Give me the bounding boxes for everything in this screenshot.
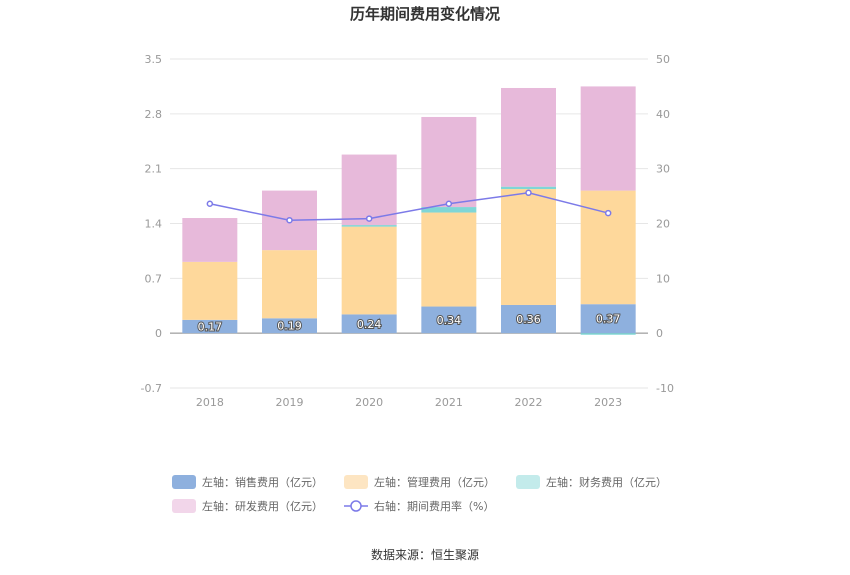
bar-segment[interactable] <box>421 212 477 307</box>
rate-point[interactable] <box>445 200 453 208</box>
left-tick-label: 2.1 <box>145 163 163 176</box>
left-tick-label: 0.7 <box>145 272 163 285</box>
bar-data-label: 0.34 <box>437 314 462 327</box>
rate-point[interactable] <box>286 216 293 224</box>
left-tick-label: 0 <box>155 327 162 340</box>
legend-label: 左轴：财务费用（亿元） <box>546 475 667 489</box>
legend-item[interactable]: 左轴：财务费用（亿元） <box>516 475 667 489</box>
bar-segment[interactable] <box>501 304 556 334</box>
left-tick-label: 3.5 <box>145 53 163 66</box>
bar-segment[interactable] <box>341 225 397 227</box>
grid <box>170 58 648 389</box>
rate-line-path <box>209 192 609 221</box>
bar-segment[interactable] <box>182 261 238 320</box>
left-axis-ticks: -0.7 0 0.7 1.4 2.1 2.8 3.5 <box>141 53 162 395</box>
source-note: 数据来源：恒生聚源 <box>371 547 479 562</box>
rate-point[interactable] <box>604 209 612 217</box>
bar-data-label: 0.24 <box>357 318 382 331</box>
legend-item[interactable]: 右轴：期间费用率（%） <box>344 499 494 513</box>
bar-segment[interactable] <box>421 116 477 208</box>
right-tick-label: -10 <box>656 382 674 395</box>
legend-label: 右轴：期间费用率（%） <box>374 499 494 513</box>
legend-swatch <box>172 475 196 489</box>
bar-segment[interactable] <box>262 250 317 319</box>
left-tick-label: 1.4 <box>145 218 163 231</box>
legend-label: 左轴：管理费用（亿元） <box>374 475 495 489</box>
bar-segment[interactable] <box>341 226 397 315</box>
rate-point[interactable] <box>206 200 214 208</box>
chart-title: 历年期间费用变化情况 <box>350 5 500 23</box>
right-tick-label: 0 <box>656 327 663 340</box>
x-tick-label: 2022 <box>515 396 543 409</box>
legend-item[interactable]: 左轴：管理费用（亿元） <box>344 475 495 489</box>
legend-swatch <box>172 499 196 513</box>
rate-line <box>206 189 612 224</box>
x-tick-label: 2019 <box>276 396 304 409</box>
bar-segment[interactable] <box>421 207 477 213</box>
legend-label: 左轴：研发费用（亿元） <box>202 499 323 513</box>
bar-data-label: 0.19 <box>277 320 302 333</box>
bar-data-label: 0.37 <box>596 313 621 326</box>
left-tick-label: -0.7 <box>141 382 162 395</box>
x-tick-label: 2018 <box>196 396 224 409</box>
bar-data-label: 0.17 <box>198 321 223 334</box>
bar-segment[interactable] <box>501 87 556 187</box>
bar-segment[interactable] <box>341 154 397 226</box>
bar-segment[interactable] <box>580 304 636 334</box>
legend-swatch <box>516 475 540 489</box>
right-tick-label: 10 <box>656 272 670 285</box>
right-tick-label: 50 <box>656 53 670 66</box>
x-tick-label: 2021 <box>435 396 463 409</box>
right-tick-label: 40 <box>656 108 670 121</box>
x-axis-ticks: 2018 2019 2020 2021 2022 2023 <box>196 396 622 409</box>
bar-segment[interactable] <box>421 306 477 334</box>
legend-label: 左轴：销售费用（亿元） <box>202 475 323 489</box>
right-axis-ticks: -10 0 10 20 30 40 50 <box>656 53 674 395</box>
bar-segment[interactable] <box>262 318 317 334</box>
legend[interactable]: 左轴：销售费用（亿元） 左轴：管理费用（亿元） 左轴：财务费用（亿元） 左轴：研发费用… <box>172 475 667 513</box>
bar-segment[interactable] <box>341 314 397 334</box>
bar-segment[interactable] <box>580 333 636 335</box>
left-tick-label: 2.8 <box>145 108 163 121</box>
x-tick-label: 2020 <box>355 396 383 409</box>
legend-swatch <box>344 475 368 489</box>
bar-segment[interactable] <box>580 190 636 305</box>
rate-point[interactable] <box>525 189 532 197</box>
legend-item[interactable]: 左轴：研发费用（亿元） <box>172 499 323 513</box>
rate-point[interactable] <box>365 215 373 222</box>
x-tick-label: 2023 <box>594 396 622 409</box>
bar-data-label: 0.36 <box>516 313 541 326</box>
bar-segment[interactable] <box>501 186 556 190</box>
legend-marker <box>350 500 362 512</box>
bar-segment[interactable] <box>580 86 636 191</box>
right-tick-label: 20 <box>656 218 670 231</box>
bar-segment[interactable] <box>501 189 556 305</box>
data-labels: 0.17 0.19 0.24 0.34 0.36 0.37 <box>197 312 622 335</box>
legend-item[interactable]: 左轴：销售费用（亿元） <box>172 475 323 489</box>
right-tick-label: 30 <box>656 163 670 176</box>
bar-segment[interactable] <box>182 319 238 334</box>
bar-segment[interactable] <box>182 218 238 262</box>
bar-series <box>182 86 636 335</box>
